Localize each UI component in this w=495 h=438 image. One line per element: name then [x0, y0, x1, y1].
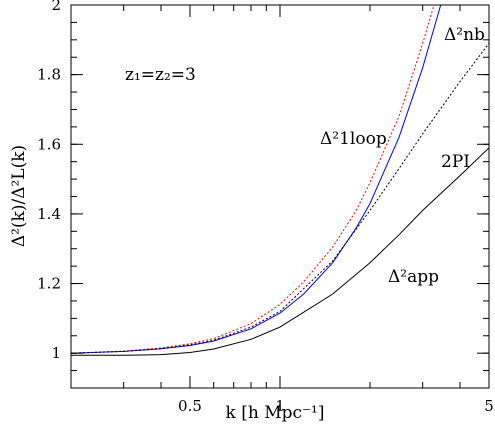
tick-labels-layer: 0.5 1 5 1 1.2 1.4 1.6 1.8 2	[37, 0, 494, 415]
curves-layer	[71, 5, 489, 356]
series-label-2pi: 2PI	[441, 152, 470, 172]
x-tick-label: 1	[275, 397, 285, 415]
y-tick-label: 1.6	[37, 135, 61, 153]
plot-frame	[70, 4, 490, 389]
y-tick-label: 1	[51, 344, 61, 362]
y-tick-label: 1.8	[37, 66, 61, 84]
y-tick-label: 1.2	[37, 275, 61, 293]
x-tick-label: 0.5	[178, 397, 202, 415]
series-line-2	[71, 42, 489, 354]
x-axis-label: k [h Mpc⁻¹]	[226, 403, 325, 423]
series-line-1	[71, 5, 435, 354]
series-label-nbody: Δ²nb	[444, 25, 485, 45]
x-tick-label: 5	[484, 397, 494, 415]
ticks-layer	[70, 4, 490, 389]
y-tick-label: 1.4	[37, 205, 61, 223]
series-line-0	[71, 5, 442, 354]
y-tick-label: 2	[51, 0, 61, 14]
series-label-app: Δ²app	[388, 267, 439, 287]
redshift-annotation: z₁=z₂=3	[125, 65, 196, 85]
series-label-1loop: Δ²1loop	[320, 129, 387, 149]
series-line-3	[71, 147, 489, 356]
y-axis-label: Δ²(k)/Δ²L(k)	[9, 145, 29, 247]
